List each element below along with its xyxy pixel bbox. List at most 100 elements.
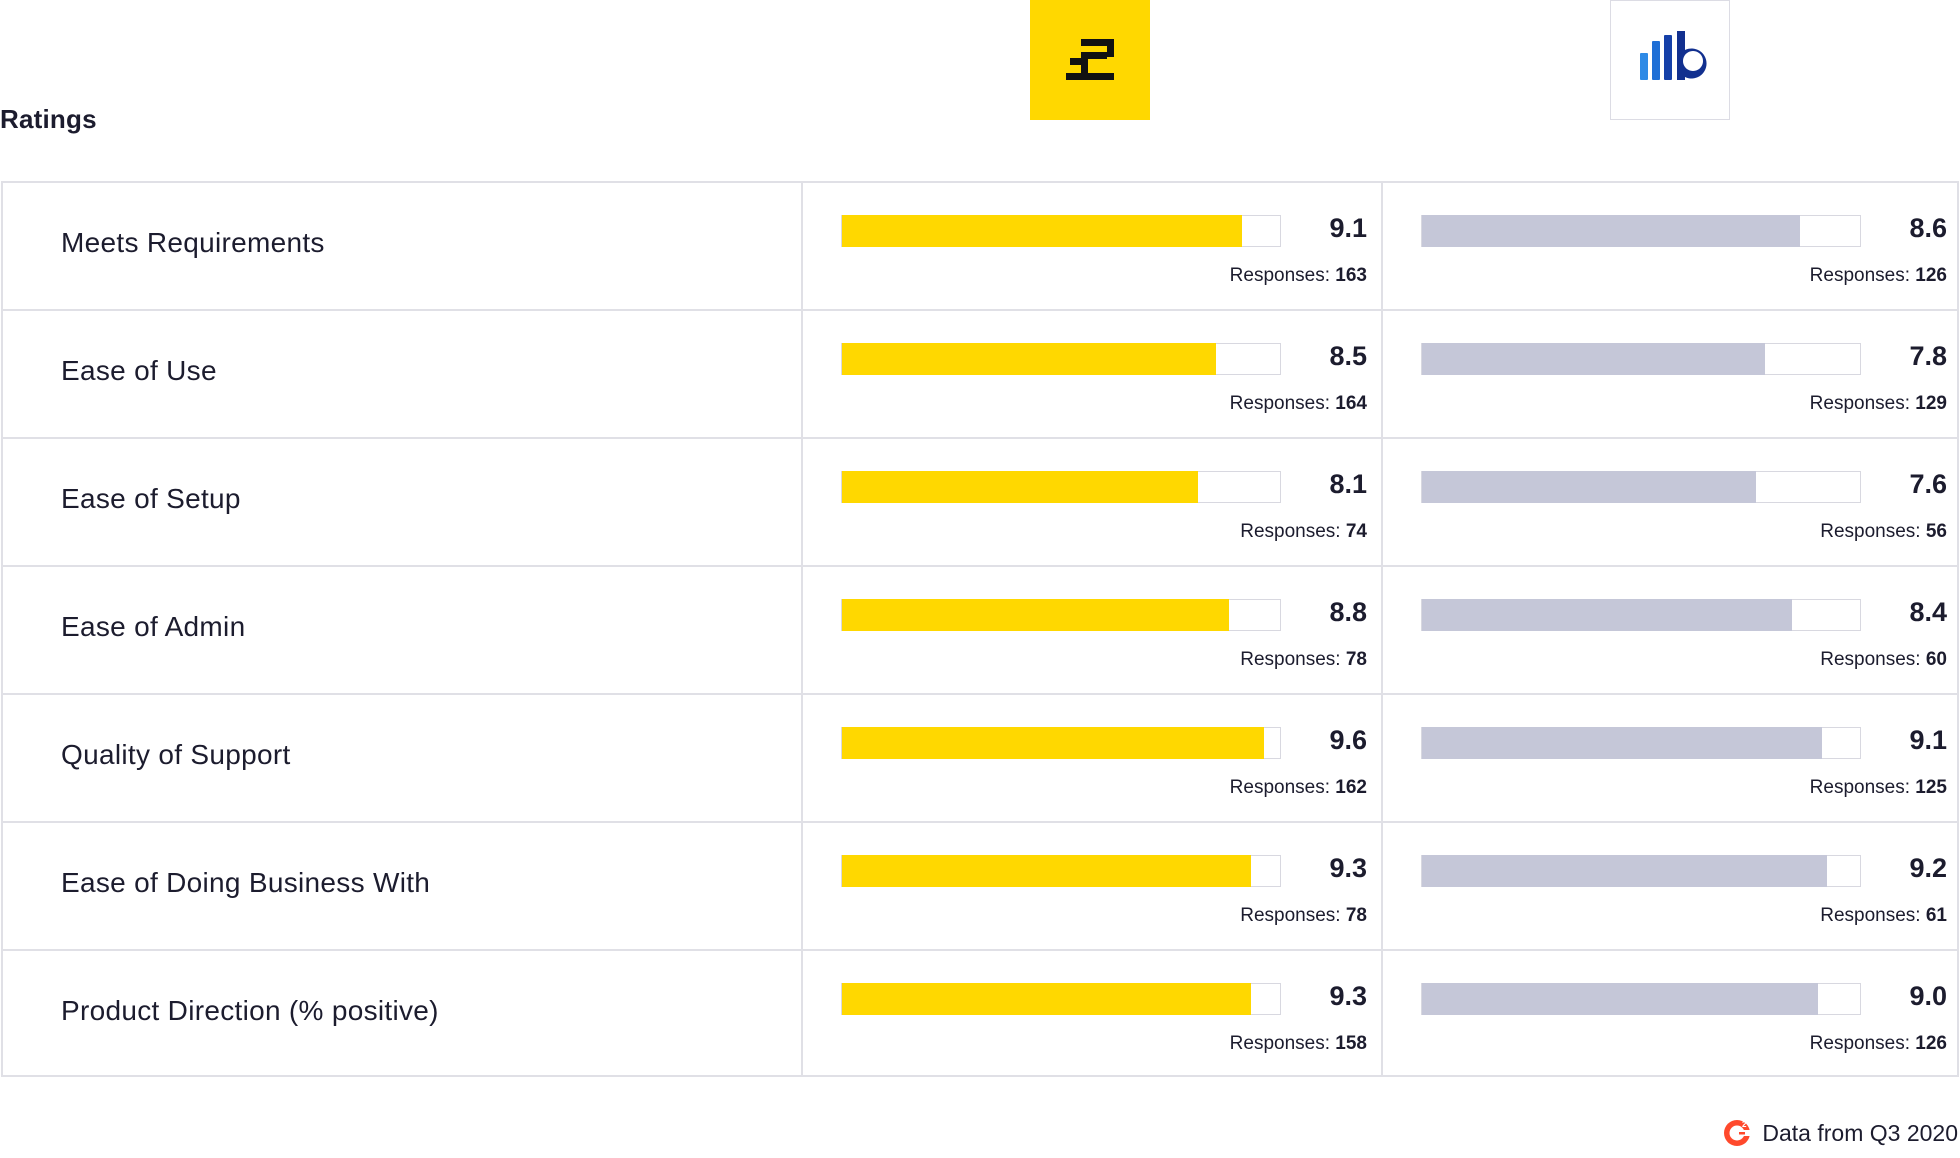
rating-bar — [842, 854, 1252, 887]
responses-value: 125 — [1915, 777, 1947, 798]
rating-bar — [842, 726, 1265, 759]
responses-value: 126 — [1915, 1033, 1947, 1054]
rating-score: 8.5 — [1329, 341, 1367, 371]
responses-label: Responses: — [1820, 521, 1926, 542]
rating-bar-track — [841, 470, 1281, 503]
rating-score: 9.3 — [1329, 981, 1367, 1011]
rating-bar-track — [841, 726, 1281, 759]
rating-row: Ease of Doing Business With 9.3 Responses:… — [3, 823, 1957, 951]
responses-label: Responses: — [1229, 265, 1336, 286]
rating-bar-track — [1421, 342, 1861, 375]
g2-logo-icon: 2 — [1724, 1120, 1752, 1146]
rating-bar — [1422, 982, 1818, 1015]
responses-count: Responses: 129 — [1727, 393, 1947, 415]
responses-value: 78 — [1345, 905, 1367, 926]
rating-category-label: Ease of Doing Business With — [61, 867, 431, 898]
responses-label: Responses: — [1240, 905, 1346, 926]
rating-bar — [842, 982, 1252, 1015]
rating-score: 9.0 — [1909, 981, 1947, 1011]
responses-label: Responses: — [1229, 1033, 1336, 1054]
rating-row: Ease of Use 8.5 Responses: 164 7.8 Responses… — [3, 311, 1957, 439]
rating-score: 8.4 — [1909, 597, 1947, 627]
rating-bar — [1422, 470, 1757, 503]
rating-score: 9.1 — [1909, 725, 1947, 755]
product-b-logo[interactable] — [1610, 0, 1730, 120]
svg-text:2: 2 — [1742, 1120, 1747, 1129]
rating-row: Quality of Support 9.6 Responses: 162 9.1 Re… — [3, 695, 1957, 823]
rating-bar-track — [841, 214, 1281, 247]
rating-score: 7.6 — [1909, 469, 1947, 499]
rating-score: 9.3 — [1329, 853, 1367, 883]
rating-category-label: Ease of Use — [61, 355, 217, 386]
responses-label: Responses: — [1809, 1033, 1916, 1054]
responses-label: Responses: — [1229, 777, 1336, 798]
footer-text: Data from Q3 2020 — [1762, 1119, 1958, 1146]
responses-count: Responses: 164 — [1147, 393, 1367, 415]
responses-label: Responses: — [1820, 649, 1926, 670]
rating-row: Meets Requirements 9.1 Responses: 163 8.6 Re… — [3, 183, 1957, 311]
rating-bar-track — [1421, 982, 1861, 1015]
responses-count: Responses: 56 — [1727, 521, 1947, 543]
rating-bar — [842, 470, 1199, 503]
rating-bar — [842, 598, 1230, 631]
responses-value: 78 — [1345, 649, 1367, 670]
responses-count: Responses: 162 — [1147, 777, 1367, 799]
responses-label: Responses: — [1240, 649, 1346, 670]
responses-value: 126 — [1915, 265, 1947, 286]
responses-label: Responses: — [1229, 393, 1336, 414]
rating-bar-track — [1421, 726, 1861, 759]
responses-count: Responses: 74 — [1147, 521, 1367, 543]
responses-label: Responses: — [1809, 777, 1916, 798]
rating-bar-track — [1421, 214, 1861, 247]
responses-count: Responses: 126 — [1727, 265, 1947, 287]
rating-bar-track — [1421, 598, 1861, 631]
rating-category-label: Ease of Admin — [61, 611, 246, 642]
rating-score: 8.6 — [1909, 213, 1947, 243]
responses-count: Responses: 78 — [1147, 649, 1367, 671]
rating-bar — [1422, 598, 1792, 631]
rating-bar — [1422, 854, 1827, 887]
rating-bar-track — [1421, 470, 1861, 503]
responses-label: Responses: — [1820, 905, 1926, 926]
rating-score: 9.6 — [1329, 725, 1367, 755]
rating-category-label: Quality of Support — [61, 739, 291, 770]
rating-row: Ease of Setup 8.1 Responses: 74 7.6 Response… — [3, 439, 1957, 567]
rating-bar — [1422, 214, 1801, 247]
ratings-table: Meets Requirements 9.1 Responses: 163 8.6 Re… — [1, 181, 1959, 1077]
responses-count: Responses: 163 — [1147, 265, 1367, 287]
blue-bars-b-logo-icon — [1640, 31, 1707, 80]
rating-score: 7.8 — [1909, 341, 1947, 371]
responses-label: Responses: — [1240, 521, 1346, 542]
rating-score: 8.8 — [1329, 597, 1367, 627]
rating-bar — [842, 214, 1243, 247]
rating-category-label: Product Direction (% positive) — [61, 995, 439, 1026]
responses-count: Responses: 60 — [1727, 649, 1947, 671]
responses-label: Responses: — [1809, 393, 1916, 414]
rating-category-label: Meets Requirements — [61, 227, 325, 258]
rating-bar-track — [1421, 854, 1861, 887]
rating-category-label: Ease of Setup — [61, 483, 241, 514]
rating-score: 9.2 — [1909, 853, 1947, 883]
rating-bar-track — [841, 982, 1281, 1015]
rating-score: 8.1 — [1329, 469, 1367, 499]
column-divider — [801, 183, 803, 1075]
responses-value: 74 — [1345, 521, 1367, 542]
responses-count: Responses: 125 — [1727, 777, 1947, 799]
responses-value: 129 — [1915, 393, 1947, 414]
responses-value: 60 — [1925, 649, 1947, 670]
rating-bar-track — [841, 342, 1281, 375]
rating-bar-track — [841, 854, 1281, 887]
rating-row: Ease of Admin 8.8 Responses: 78 8.4 Response… — [3, 567, 1957, 695]
rating-row: Product Direction (% positive) 9.3 Respons… — [3, 951, 1957, 1079]
rating-bar — [1422, 726, 1823, 759]
responses-count: Responses: 78 — [1147, 905, 1367, 927]
responses-value: 61 — [1925, 905, 1947, 926]
responses-label: Responses: — [1809, 265, 1916, 286]
responses-value: 56 — [1925, 521, 1947, 542]
responses-value: 162 — [1335, 777, 1367, 798]
responses-count: Responses: 126 — [1727, 1033, 1947, 1055]
column-divider — [1381, 183, 1383, 1075]
rating-bar — [842, 342, 1216, 375]
section-title: Ratings — [0, 104, 97, 134]
product-a-logo[interactable] — [1030, 0, 1150, 120]
